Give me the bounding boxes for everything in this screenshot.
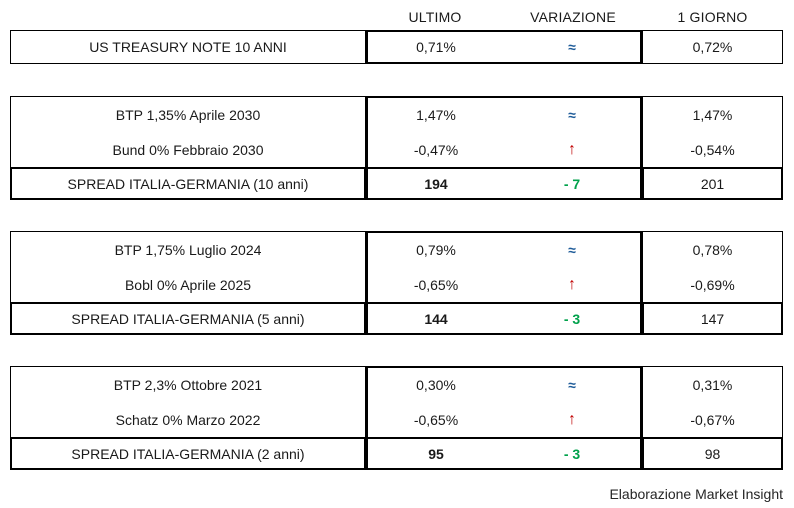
spread-giorno-value: 98 bbox=[704, 445, 721, 462]
row-label: Bobl 0% Aprile 2025 bbox=[124, 276, 252, 293]
bonds-5y-label-cell: BTP 1,75% Luglio 2024 Bobl 0% Aprile 202… bbox=[10, 231, 366, 302]
approx-equal-icon: ≈ bbox=[568, 377, 576, 394]
approx-equal-icon: ≈ bbox=[568, 242, 576, 259]
spread-ultimo-value: 194 bbox=[424, 175, 448, 192]
spread-delta-value: - 3 bbox=[563, 310, 581, 327]
spread-ultimo-value: 144 bbox=[424, 310, 448, 327]
bonds-2y-label-cell: BTP 2,3% Ottobre 2021 Schatz 0% Marzo 20… bbox=[10, 366, 366, 437]
us-treasury-values-block: 0,71% ≈ bbox=[366, 30, 642, 64]
giorno-value: 0,72% bbox=[692, 39, 733, 55]
us-treasury-label-cell: US TREASURY NOTE 10 ANNI bbox=[10, 30, 366, 64]
spread-10y-1giorno-cell: 201 bbox=[642, 167, 783, 200]
giorno-value: 0,31% bbox=[692, 376, 733, 393]
giorno-value: -0,54% bbox=[690, 141, 735, 158]
spread-5y-label-cell: SPREAD ITALIA-GERMANIA (5 anni) bbox=[10, 302, 366, 335]
spread-2y-1giorno-cell: 98 bbox=[642, 437, 783, 470]
spread-delta-value: - 7 bbox=[563, 175, 581, 192]
spread-delta-value: - 3 bbox=[563, 445, 581, 462]
giorno-value: -0,69% bbox=[690, 276, 735, 293]
row-label: Schatz 0% Marzo 2022 bbox=[115, 411, 261, 428]
row-label: BTP 1,35% Aprile 2030 bbox=[115, 106, 261, 123]
row-label: US TREASURY NOTE 10 ANNI bbox=[89, 39, 287, 55]
giorno-value: 0,78% bbox=[692, 241, 733, 258]
spread-label: SPREAD ITALIA-GERMANIA (5 anni) bbox=[71, 310, 305, 327]
arrow-up-icon: ↑ bbox=[568, 275, 576, 293]
us-treasury-1giorno-cell: 0,72% bbox=[642, 30, 783, 64]
row-label: BTP 1,75% Luglio 2024 bbox=[114, 241, 262, 258]
column-header-variazione: VARIAZIONE bbox=[530, 9, 616, 25]
ultimo-value: -0,47% bbox=[413, 141, 459, 158]
spread-label: SPREAD ITALIA-GERMANIA (2 anni) bbox=[71, 445, 305, 462]
spread-label: SPREAD ITALIA-GERMANIA (10 anni) bbox=[67, 175, 309, 192]
bonds-10y-values-block: 1,47% ≈ -0,47% ↑ 194 - 7 bbox=[366, 96, 642, 200]
bonds-5y-values-block: 0,79% ≈ -0,65% ↑ 144 - 3 bbox=[366, 231, 642, 335]
ultimo-value: 1,47% bbox=[416, 107, 456, 124]
column-header-1-giorno: 1 GIORNO bbox=[677, 9, 748, 25]
bonds-5y-1giorno-cell: 0,78% -0,69% bbox=[642, 231, 783, 302]
arrow-up-icon: ↑ bbox=[568, 140, 576, 158]
approx-equal-icon: ≈ bbox=[568, 107, 576, 124]
spread-giorno-value: 201 bbox=[700, 175, 725, 192]
giorno-value: -0,67% bbox=[690, 411, 735, 428]
ultimo-value: -0,65% bbox=[413, 411, 459, 428]
bonds-2y-values-block: 0,30% ≈ -0,65% ↑ 95 - 3 bbox=[366, 366, 642, 470]
approx-equal-icon: ≈ bbox=[568, 39, 576, 55]
column-header-ultimo: ULTIMO bbox=[408, 9, 462, 25]
bonds-10y-1giorno-cell: 1,47% -0,54% bbox=[642, 96, 783, 167]
ultimo-value: 0,71% bbox=[416, 39, 456, 55]
bonds-10y-label-cell: BTP 1,35% Aprile 2030 Bund 0% Febbraio 2… bbox=[10, 96, 366, 167]
row-label: BTP 2,3% Ottobre 2021 bbox=[113, 376, 263, 393]
ultimo-value: 0,30% bbox=[416, 377, 456, 394]
spread-ultimo-value: 95 bbox=[428, 445, 444, 462]
arrow-up-icon: ↑ bbox=[568, 410, 576, 428]
row-label: Bund 0% Febbraio 2030 bbox=[112, 141, 264, 158]
giorno-value: 1,47% bbox=[692, 106, 733, 123]
ultimo-value: -0,65% bbox=[413, 276, 459, 293]
footer-credit: Elaborazione Market Insight bbox=[609, 486, 783, 502]
bonds-2y-1giorno-cell: 0,31% -0,67% bbox=[642, 366, 783, 437]
spread-2y-label-cell: SPREAD ITALIA-GERMANIA (2 anni) bbox=[10, 437, 366, 470]
ultimo-value: 0,79% bbox=[416, 242, 456, 259]
spread-10y-label-cell: SPREAD ITALIA-GERMANIA (10 anni) bbox=[10, 167, 366, 200]
spread-giorno-value: 147 bbox=[700, 310, 725, 327]
spread-5y-1giorno-cell: 147 bbox=[642, 302, 783, 335]
